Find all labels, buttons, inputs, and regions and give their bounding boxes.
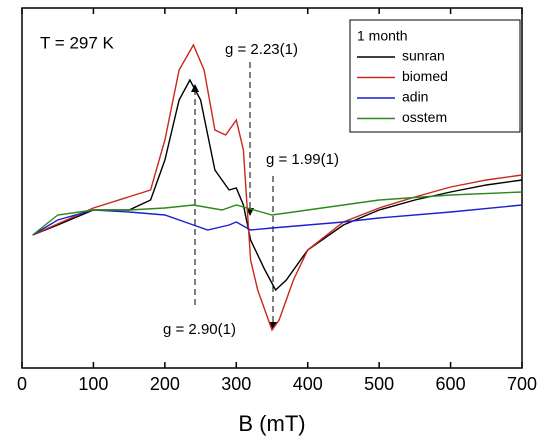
x-tick-label: 100 — [78, 374, 108, 394]
x-tick-label: 600 — [436, 374, 466, 394]
x-tick-label: 300 — [221, 374, 251, 394]
series-line — [32, 204, 523, 236]
annotation: T = 297 K — [40, 33, 115, 52]
x-tick-label: 200 — [150, 374, 180, 394]
annotation: g = 2.90(1) — [163, 321, 236, 338]
series-line — [32, 43, 523, 332]
legend-title: 1 month — [357, 28, 408, 44]
legend-label: sunran — [402, 48, 445, 64]
x-tick-label: 0 — [17, 374, 27, 394]
series-line — [32, 191, 523, 236]
plot-frame — [21, 7, 523, 369]
legend-label: osstem — [402, 109, 447, 125]
x-tick-label: 700 — [507, 374, 537, 394]
x-tick-label: 500 — [364, 374, 394, 394]
series-line — [32, 78, 523, 292]
annotation: g = 2.23(1) — [225, 41, 298, 58]
legend-label: biomed — [402, 68, 448, 84]
legend — [349, 19, 521, 133]
x-axis-label: B (mT) — [238, 411, 305, 436]
x-tick-label: 400 — [293, 374, 323, 394]
legend-label: adin — [402, 89, 428, 105]
annotation: g = 1.99(1) — [266, 151, 339, 168]
